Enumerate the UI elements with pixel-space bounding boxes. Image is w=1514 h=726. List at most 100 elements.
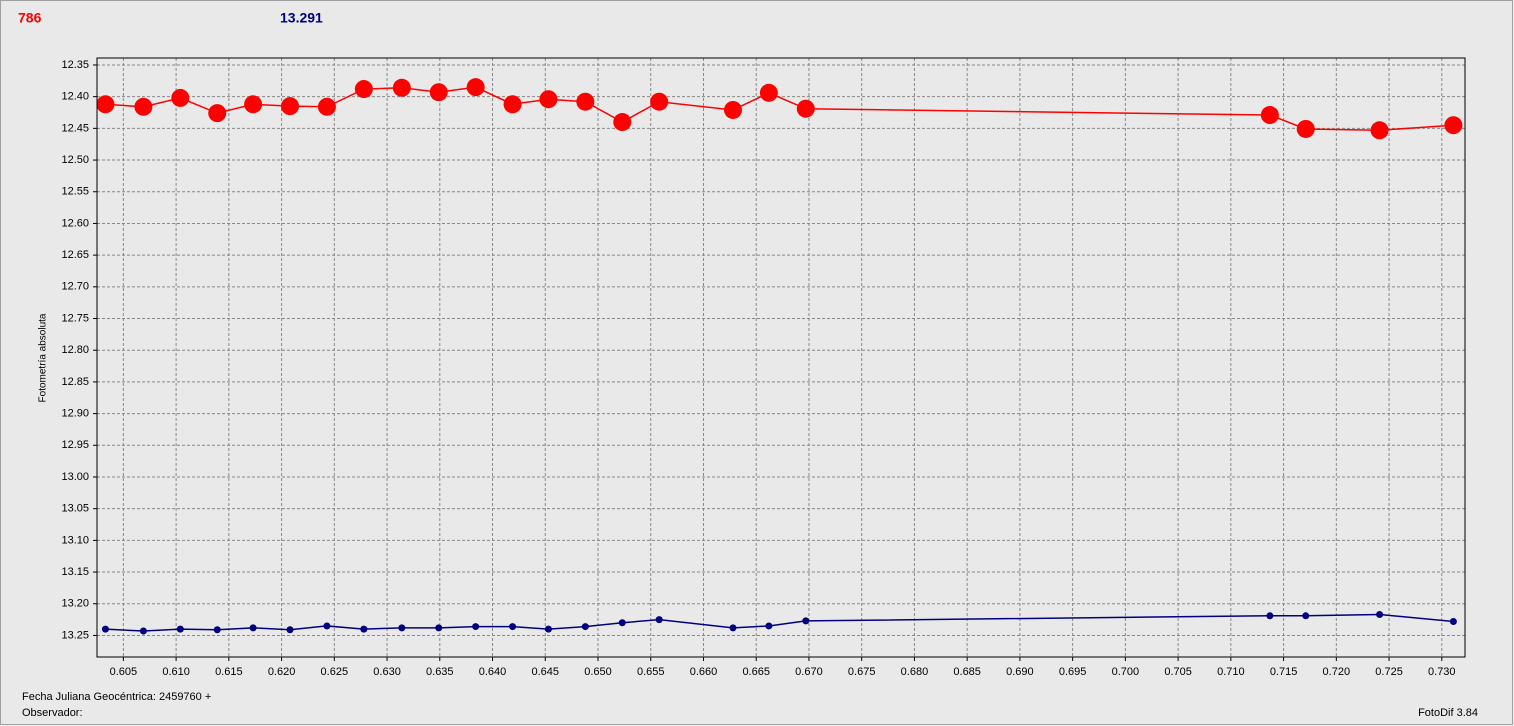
- x-tick-label: 0.615: [215, 666, 243, 678]
- point: [1376, 611, 1384, 619]
- point: [1302, 612, 1310, 620]
- y-tick-label: 12.45: [61, 122, 89, 134]
- x-tick-label: 0.710: [1217, 666, 1245, 678]
- point: [435, 624, 443, 632]
- x-tick-label: 0.675: [848, 666, 876, 678]
- y-tick-label: 13.25: [61, 629, 89, 641]
- point: [323, 622, 331, 630]
- point: [176, 625, 184, 633]
- x-tick-label: 0.645: [531, 666, 559, 678]
- point: [213, 626, 221, 634]
- point: [613, 113, 632, 132]
- point: [1444, 116, 1463, 135]
- point: [503, 95, 522, 114]
- x-tick-label: 0.640: [479, 666, 507, 678]
- point: [544, 625, 552, 633]
- x-tick-label: 0.690: [1006, 666, 1034, 678]
- x-tick-label: 0.730: [1428, 666, 1456, 678]
- point: [429, 83, 448, 102]
- x-tick-label: 0.610: [162, 666, 190, 678]
- y-tick-label: 13.00: [61, 471, 89, 483]
- point: [724, 100, 743, 119]
- y-tick-label: 12.65: [61, 249, 89, 261]
- point: [1370, 121, 1389, 140]
- point: [509, 623, 517, 631]
- x-tick-label: 0.650: [584, 666, 612, 678]
- point: [1449, 618, 1457, 626]
- x-tick-label: 0.605: [110, 666, 138, 678]
- point: [360, 625, 368, 633]
- y-tick-label: 12.40: [61, 91, 89, 103]
- star-label: 786: [18, 10, 42, 26]
- point: [249, 624, 257, 632]
- point: [581, 623, 589, 631]
- point: [317, 97, 336, 116]
- x-tick-label: 0.715: [1270, 666, 1298, 678]
- x-tick-label: 0.695: [1059, 666, 1087, 678]
- point: [1260, 106, 1279, 125]
- point: [354, 80, 373, 99]
- point: [759, 83, 778, 102]
- y-tick-label: 12.80: [61, 344, 89, 356]
- x-tick-label: 0.680: [901, 666, 929, 678]
- y-tick-label: 13.20: [61, 598, 89, 610]
- point: [208, 104, 227, 123]
- x-tick-label: 0.670: [795, 666, 823, 678]
- y-tick-label: 12.70: [61, 281, 89, 293]
- x-tick-label: 0.630: [373, 666, 401, 678]
- x-tick-label: 0.685: [953, 666, 981, 678]
- point: [96, 95, 115, 114]
- x-tick-label: 0.705: [1164, 666, 1192, 678]
- point: [281, 97, 300, 116]
- marks: [96, 78, 1463, 635]
- point: [1266, 612, 1274, 620]
- x-tick-label: 0.655: [637, 666, 665, 678]
- plot-area: [97, 58, 1465, 657]
- x-tick-label: 0.620: [268, 666, 296, 678]
- grid: [93, 58, 1465, 661]
- point: [171, 88, 190, 107]
- y-axis-label: Fotometría absoluta: [38, 313, 49, 402]
- y-tick-label: 12.90: [61, 408, 89, 420]
- y-tick-label: 13.15: [61, 566, 89, 578]
- y-tick-label: 12.75: [61, 312, 89, 324]
- point: [576, 92, 595, 111]
- point: [244, 95, 263, 114]
- point: [618, 619, 626, 627]
- footer-date: Fecha Juliana Geocéntrica: 2459760 +: [22, 691, 211, 703]
- y-tick-label: 13.10: [61, 534, 89, 546]
- x-tick-label: 0.700: [1112, 666, 1140, 678]
- y-tick-label: 12.60: [61, 217, 89, 229]
- point: [472, 623, 480, 631]
- point: [286, 626, 294, 634]
- x-tick-label: 0.665: [742, 666, 770, 678]
- x-tick-label: 0.720: [1323, 666, 1351, 678]
- y-tick-label: 12.35: [61, 59, 89, 71]
- y-tick-label: 12.50: [61, 154, 89, 166]
- point: [1296, 119, 1315, 138]
- point: [796, 99, 815, 118]
- point: [392, 78, 411, 97]
- x-tick-label: 0.635: [426, 666, 454, 678]
- plot-border: [96, 57, 1466, 658]
- point: [134, 97, 153, 116]
- footer-version: FotoDif 3.84: [1418, 707, 1478, 719]
- x-tick-label: 0.660: [690, 666, 718, 678]
- point: [539, 90, 558, 109]
- x-tick-label: 0.625: [321, 666, 349, 678]
- point: [139, 627, 147, 635]
- y-tick-label: 13.05: [61, 503, 89, 515]
- point: [398, 624, 406, 632]
- point: [655, 616, 663, 624]
- y-tick-label: 12.95: [61, 439, 89, 451]
- point: [802, 617, 810, 625]
- point: [466, 78, 485, 97]
- y-tick-label: 12.55: [61, 186, 89, 198]
- point: [729, 624, 737, 632]
- footer-observer: Observador:: [22, 707, 83, 719]
- comparison-label: 13.291: [280, 10, 323, 26]
- x-tick-label: 0.725: [1375, 666, 1403, 678]
- point: [650, 92, 669, 111]
